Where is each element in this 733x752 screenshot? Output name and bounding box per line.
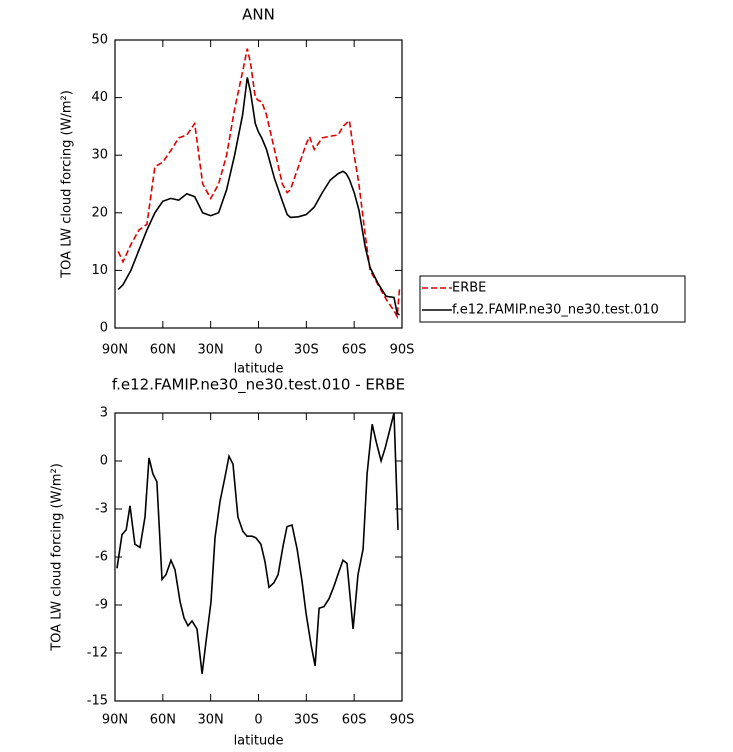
y-tick-label: -9 bbox=[95, 598, 108, 613]
data-line bbox=[116, 412, 399, 674]
legend-label: ERBE bbox=[452, 281, 486, 296]
y-tick-label: 50 bbox=[91, 33, 108, 48]
panel: ANN latitude TOA LW cloud forcing (W/m²) 90… bbox=[60, 6, 686, 377]
legend: ERBE f.e12.FAMIP.ne30_ne30.test.010 bbox=[419, 275, 686, 323]
x-tick-label: 60N bbox=[150, 343, 176, 358]
x-tick-label: 30S bbox=[294, 343, 319, 358]
x-tick-label: 0 bbox=[254, 343, 262, 358]
y-tick-label: 40 bbox=[91, 90, 108, 105]
y-tick-label: -6 bbox=[95, 550, 108, 565]
data-line bbox=[117, 48, 401, 320]
y-tick-label: -12 bbox=[87, 646, 108, 661]
x-tick-label: 0 bbox=[254, 713, 262, 728]
plot-frame bbox=[114, 39, 403, 329]
x-tick-label: 30N bbox=[198, 343, 224, 358]
panel: f.e12.FAMIP.ne30_ne30.test.010 - ERBE lat… bbox=[50, 376, 415, 749]
y-tick-label: -15 bbox=[87, 694, 108, 709]
data-line bbox=[117, 77, 400, 316]
legend-label: f.e12.FAMIP.ne30_ne30.test.010 bbox=[452, 303, 659, 318]
chart-title: f.e12.FAMIP.ne30_ne30.test.010 - ERBE bbox=[112, 376, 405, 395]
x-axis-label: latitude bbox=[234, 734, 284, 749]
y-tick-label: 30 bbox=[91, 148, 108, 163]
x-tick-label: 60S bbox=[342, 713, 367, 728]
x-axis-label: latitude bbox=[234, 362, 284, 377]
x-tick-label: 30N bbox=[198, 713, 224, 728]
y-tick-label: 0 bbox=[100, 454, 108, 469]
y-tick-label: 0 bbox=[100, 321, 108, 336]
x-tick-label: 90N bbox=[102, 713, 128, 728]
y-tick-label: -3 bbox=[95, 502, 108, 517]
x-tick-label: 30S bbox=[294, 713, 319, 728]
x-tick-label: 90S bbox=[390, 343, 415, 358]
plot-frame bbox=[114, 412, 403, 702]
legend-box bbox=[419, 275, 686, 323]
x-tick-label: 90N bbox=[102, 343, 128, 358]
y-tick-label: 3 bbox=[100, 406, 108, 421]
x-tick-label: 60S bbox=[342, 343, 367, 358]
y-tick-label: 20 bbox=[91, 205, 108, 220]
y-tick-label: 10 bbox=[91, 263, 108, 278]
x-tick-label: 60N bbox=[150, 713, 176, 728]
chart-title: ANN bbox=[242, 6, 275, 24]
y-axis-label: TOA LW cloud forcing (W/m²) bbox=[50, 463, 65, 652]
y-axis-label: TOA LW cloud forcing (W/m²) bbox=[60, 90, 75, 279]
x-tick-label: 90S bbox=[390, 713, 415, 728]
